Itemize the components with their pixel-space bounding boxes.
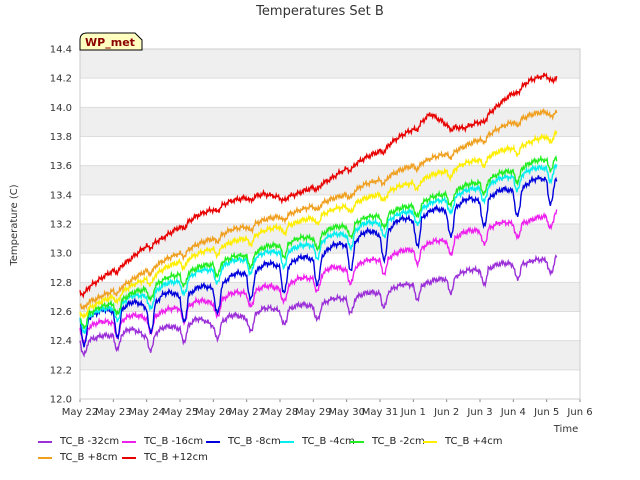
x-tick-label: Jun 6 <box>566 407 592 418</box>
band <box>80 49 580 79</box>
x-tick-label: May 31 <box>362 407 399 418</box>
x-tick-label: May 26 <box>195 407 232 418</box>
legend-item: TC_B -2cm <box>350 436 425 447</box>
x-tick-label: May 27 <box>228 407 265 418</box>
x-tick-label: Jun 5 <box>533 407 559 418</box>
band <box>80 340 580 370</box>
legend-swatch <box>38 440 52 443</box>
legend-swatch <box>423 440 437 443</box>
y-tick-label: 13.6 <box>50 161 72 172</box>
y-tick-label: 12.2 <box>50 365 72 376</box>
x-tick-label: May 23 <box>95 407 132 418</box>
legend-item: TC_B +12cm <box>122 452 208 463</box>
series-line <box>79 72 558 299</box>
legend-label: TC_B -2cm <box>372 436 425 447</box>
chart-title: Temperatures Set B <box>255 4 384 19</box>
legend-item: TC_B -16cm <box>122 436 203 447</box>
legend: TC_B -32cm TC_B -16cm TC_B -8cm TC_B -4cm TC… <box>38 436 638 468</box>
y-tick-label: 12.8 <box>50 278 72 289</box>
y-tick-label: 14.0 <box>50 103 72 114</box>
x-tick-label: May 30 <box>328 407 365 418</box>
x-tick-label: May 29 <box>295 407 332 418</box>
legend-swatch <box>122 440 136 443</box>
band <box>80 107 580 137</box>
plot-frame <box>79 48 581 400</box>
y-tick-label: 13.8 <box>50 132 72 143</box>
x-tick-label: May 22 <box>62 407 99 418</box>
x-tick-label: Jun 2 <box>433 407 459 418</box>
legend-label: TC_B +4cm <box>445 436 503 447</box>
x-tick-label: May 28 <box>262 407 299 418</box>
y-tick-labels: 12.0 12.2 12.4 12.6 12.8 13.0 13.2 13.4 13.6 13.8… <box>50 45 72 406</box>
y-tick-label: 12.6 <box>50 307 72 318</box>
y-tick-label: 14.2 <box>50 74 72 85</box>
series-lines <box>79 72 558 358</box>
y-axis-label: Temperature (C) <box>9 184 20 266</box>
legend-swatch <box>350 440 364 443</box>
series-line <box>79 107 558 312</box>
y-tick-label: 13.4 <box>50 190 72 201</box>
x-tick-label: May 24 <box>128 407 165 418</box>
legend-item: TC_B -32cm <box>38 436 119 447</box>
legend-swatch <box>122 456 136 459</box>
x-tick-label: Jun 1 <box>400 407 426 418</box>
legend-row-2: TC_B +8cm TC_B +12cm <box>38 452 638 468</box>
legend-item: TC_B +4cm <box>423 436 503 447</box>
y-tick-label: 12.0 <box>50 395 72 406</box>
legend-label: TC_B -32cm <box>60 436 120 447</box>
series-line <box>79 129 558 320</box>
legend-label: TC_B +8cm <box>60 452 118 463</box>
legend-swatch <box>38 456 52 459</box>
badge-label: WP_met <box>85 36 135 49</box>
y-tick-label: 13.0 <box>50 249 72 260</box>
series-line <box>79 162 558 334</box>
legend-swatch <box>280 440 294 443</box>
band <box>80 282 580 312</box>
legend-label: TC_B -8cm <box>228 436 281 447</box>
series-line <box>79 174 558 348</box>
legend-swatch <box>206 440 220 443</box>
legend-label: TC_B -4cm <box>302 436 355 447</box>
legend-label: TC_B -16cm <box>144 436 204 447</box>
legend-label: TC_B +12cm <box>144 452 208 463</box>
y-tick-label: 12.4 <box>50 336 72 347</box>
legend-item: TC_B -8cm <box>206 436 281 447</box>
x-axis-label: Time <box>553 424 578 435</box>
background-bands <box>80 49 580 370</box>
legend-item: TC_B +8cm <box>38 452 118 463</box>
x-tick-label: May 25 <box>162 407 199 418</box>
legend-item: TC_B -4cm <box>280 436 355 447</box>
series-line <box>79 254 558 358</box>
wp-met-badge: WP_met <box>79 32 143 51</box>
y-tick-label: 13.2 <box>50 220 72 231</box>
legend-row-1: TC_B -32cm TC_B -16cm TC_B -8cm TC_B -4cm TC… <box>38 436 638 452</box>
x-tick-label: Jun 4 <box>500 407 526 418</box>
series-line <box>79 154 558 330</box>
x-tick-label: Jun 3 <box>466 407 492 418</box>
series-line <box>79 209 558 346</box>
y-tick-label: 14.4 <box>50 45 72 56</box>
